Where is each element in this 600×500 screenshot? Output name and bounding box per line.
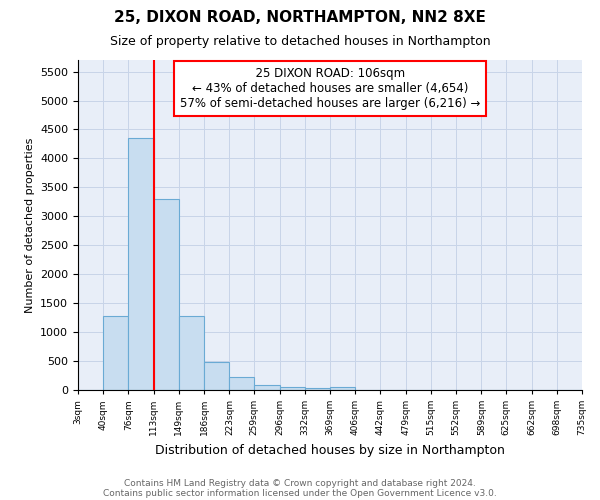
Bar	[154, 199, 179, 390]
Text: Contains public sector information licensed under the Open Government Licence v3: Contains public sector information licen…	[103, 488, 497, 498]
Bar	[103, 316, 128, 390]
Y-axis label: Number of detached properties: Number of detached properties	[25, 138, 35, 312]
Bar	[280, 387, 305, 390]
Bar	[305, 388, 330, 390]
Bar	[128, 138, 154, 390]
Bar	[179, 316, 204, 390]
Text: Size of property relative to detached houses in Northampton: Size of property relative to detached ho…	[110, 35, 490, 48]
Bar	[204, 362, 229, 390]
Text: 25 DIXON ROAD: 106sqm  
← 43% of detached houses are smaller (4,654)
57% of semi: 25 DIXON ROAD: 106sqm ← 43% of detached …	[180, 66, 480, 110]
Text: 25, DIXON ROAD, NORTHAMPTON, NN2 8XE: 25, DIXON ROAD, NORTHAMPTON, NN2 8XE	[114, 10, 486, 25]
Bar	[330, 387, 355, 390]
X-axis label: Distribution of detached houses by size in Northampton: Distribution of detached houses by size …	[155, 444, 505, 456]
Bar	[229, 376, 254, 390]
Text: Contains HM Land Registry data © Crown copyright and database right 2024.: Contains HM Land Registry data © Crown c…	[124, 478, 476, 488]
Bar	[254, 385, 280, 390]
